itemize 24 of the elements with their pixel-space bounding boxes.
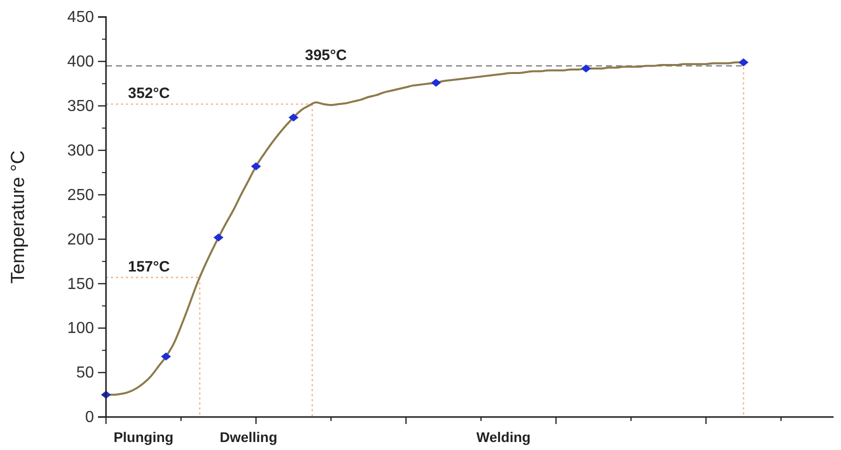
y-tick-label: 350 <box>67 98 94 116</box>
y-tick-label: 100 <box>67 320 94 338</box>
y-tick-label: 50 <box>76 364 94 382</box>
point <box>581 64 591 73</box>
y-tick-label: 200 <box>67 231 94 248</box>
x-tick-label: Plunging <box>114 428 174 445</box>
y-axis-title: Temperature °C <box>8 150 29 284</box>
y-tick-label: 150 <box>67 276 94 293</box>
point <box>288 113 298 122</box>
y-tick-label: 0 <box>85 409 94 426</box>
y-tick-label: 400 <box>67 54 94 71</box>
ref-line-label: 395°C <box>305 46 348 64</box>
x-tick-label: Welding <box>476 428 531 445</box>
ref-line-label: 157°C <box>128 258 170 276</box>
y-tick-label: 450 <box>67 9 94 26</box>
point <box>161 352 171 361</box>
y-tick-label: 250 <box>67 186 94 204</box>
x-tick-label: Dwelling <box>220 428 278 445</box>
ref-line-label: 352°C <box>128 85 170 102</box>
point <box>251 162 261 170</box>
point <box>431 78 441 87</box>
point <box>738 58 748 66</box>
point <box>214 233 224 242</box>
y-tick-label: 300 <box>67 142 94 160</box>
